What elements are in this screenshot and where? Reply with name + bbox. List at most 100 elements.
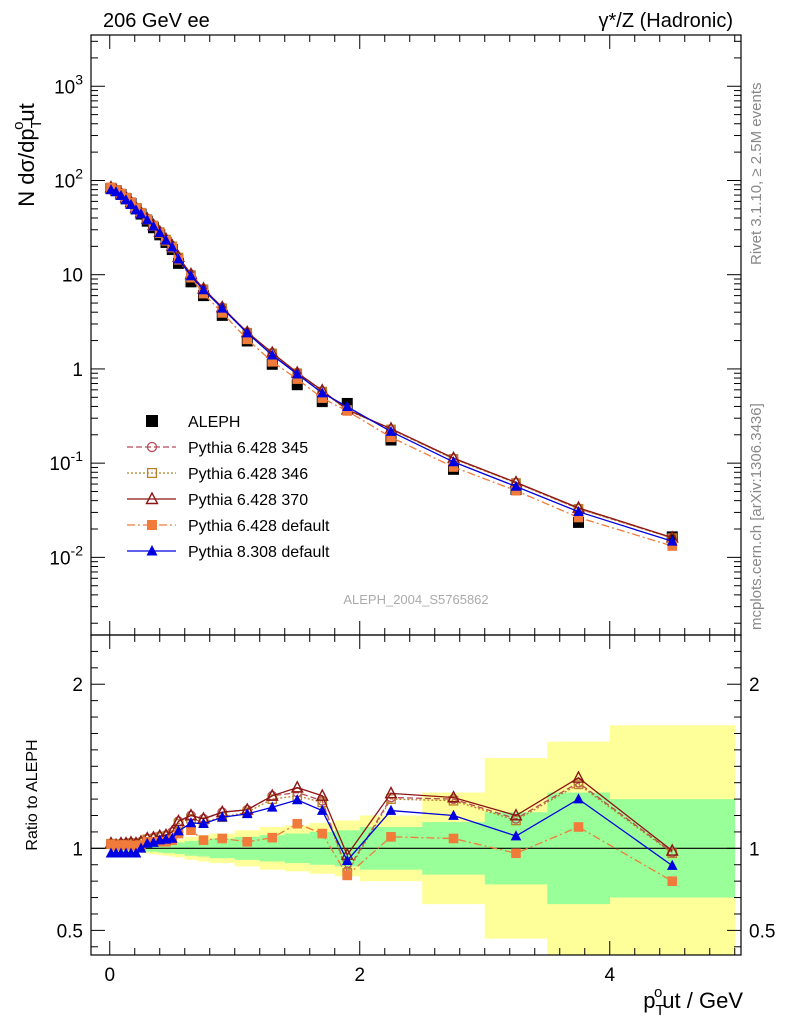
main-data-point bbox=[166, 241, 178, 252]
legend-label: Pythia 6.428 346 bbox=[188, 466, 308, 483]
main-y-axis-label: N dσ/dpTout bbox=[10, 103, 45, 207]
legend-marker bbox=[147, 520, 157, 530]
main-data-point bbox=[120, 194, 132, 205]
main-data-point bbox=[385, 425, 397, 436]
ratio-data-point bbox=[241, 808, 253, 819]
main-y-tick-label: 10-1 bbox=[49, 448, 83, 475]
svg-text:pTout / GeV: pTout / GeV bbox=[643, 984, 743, 1019]
side-text-rivet: Rivet 3.1.10, ≥ 2.5M events bbox=[748, 83, 765, 266]
main-data-point bbox=[267, 357, 278, 367]
main-data-point bbox=[110, 186, 122, 197]
ratio-y-tick-label: 0.5 bbox=[57, 921, 83, 942]
ratio-series-pythia-8-308-default bbox=[105, 793, 678, 870]
main-data-point bbox=[386, 432, 396, 443]
main-data-point bbox=[510, 480, 522, 491]
header-left: 206 GeV ee bbox=[103, 10, 210, 32]
ratio-data-point bbox=[315, 788, 329, 801]
ratio-data-point bbox=[316, 804, 328, 815]
main-series-line bbox=[110, 189, 673, 542]
main-series-aleph bbox=[105, 183, 678, 543]
legend-label: Pythia 6.428 370 bbox=[188, 492, 308, 509]
main-series-pythia-6-428-370 bbox=[104, 180, 679, 543]
main-data-point bbox=[154, 227, 166, 238]
main-data-point bbox=[198, 284, 209, 295]
main-series-line bbox=[110, 186, 673, 539]
ratio-data-point bbox=[106, 839, 116, 850]
main-data-point bbox=[573, 516, 584, 528]
ratio-data-point bbox=[317, 828, 328, 839]
ratio-data-point bbox=[173, 825, 184, 836]
ratio-data-point bbox=[267, 832, 278, 843]
legend-marker bbox=[146, 415, 158, 427]
main-data-point bbox=[173, 253, 184, 264]
ratio-data-point bbox=[385, 804, 397, 815]
main-y-tick-label: 102 bbox=[54, 165, 83, 192]
ratio-data-point bbox=[185, 817, 197, 828]
ratio-data-point bbox=[198, 817, 209, 829]
main-data-point bbox=[241, 327, 253, 338]
main-series-line bbox=[110, 187, 673, 547]
main-series-pythia-6-428-345 bbox=[106, 182, 678, 543]
main-data-point bbox=[125, 198, 137, 210]
main-y-tick-label: 10-2 bbox=[49, 542, 83, 569]
ratio-data-point bbox=[111, 841, 121, 851]
main-data-point bbox=[667, 541, 678, 551]
ratio-data-point bbox=[166, 832, 178, 843]
legend-entry-pythia-6-428-345: Pythia 6.428 345 bbox=[127, 440, 308, 457]
legend-marker bbox=[146, 467, 158, 479]
main-data-point bbox=[115, 189, 127, 201]
main-data-point bbox=[148, 220, 159, 231]
ratio-data-point bbox=[341, 854, 353, 865]
main-y-tick-label: 10 bbox=[62, 266, 83, 287]
ratio-data-point bbox=[217, 833, 228, 844]
ratio-data-point bbox=[121, 840, 131, 850]
main-data-point bbox=[573, 505, 584, 517]
ratio-axes: 0.5 0.5 1 1 2 2 0 2 4 bbox=[57, 635, 775, 986]
main-axes: 10-2 10-1 1 10 102 103 bbox=[49, 35, 741, 635]
main-data-point bbox=[316, 387, 328, 398]
ratio-panel-frame bbox=[90, 634, 742, 956]
svg-text:N dσ/dpTout: N dσ/dpTout bbox=[10, 103, 45, 207]
main-series-pythia-8-308-default bbox=[105, 184, 678, 546]
main-data-point bbox=[135, 208, 147, 219]
main-series-pythia-6-428-346 bbox=[106, 182, 678, 543]
watermark: ALEPH_2004_S5765862 bbox=[343, 592, 488, 607]
main-data-point bbox=[448, 456, 459, 467]
main-y-tick-label: 103 bbox=[54, 71, 83, 98]
ratio-data-point bbox=[666, 859, 678, 870]
main-series-line bbox=[110, 186, 673, 539]
ratio-data-point bbox=[386, 832, 396, 842]
legend-entry-pythia-6-428-default: Pythia 6.428 default bbox=[127, 518, 330, 535]
x-axis-label: pTout / GeV bbox=[643, 984, 743, 1019]
main-data-point bbox=[266, 349, 278, 360]
ratio-data-point bbox=[242, 836, 253, 847]
ratio-data-point bbox=[126, 840, 136, 851]
main-data-point bbox=[160, 234, 172, 245]
ratio-data-point bbox=[290, 780, 304, 793]
ratio-data-point bbox=[292, 818, 303, 829]
main-data-point bbox=[185, 270, 197, 281]
legend-marker bbox=[146, 545, 158, 556]
main-series-layer bbox=[104, 180, 679, 551]
legend-label: Pythia 8.308 default bbox=[188, 544, 330, 561]
main-data-point bbox=[291, 368, 303, 379]
ratio-data-point bbox=[131, 841, 141, 851]
main-y-tick-label: 1 bbox=[72, 360, 83, 381]
legend-entry-aleph: ALEPH bbox=[146, 414, 240, 431]
ratio-data-point bbox=[447, 790, 460, 803]
ratio-y-tick-label-right: 2 bbox=[749, 675, 760, 696]
legend-label: ALEPH bbox=[188, 414, 240, 431]
main-series-line bbox=[110, 186, 673, 539]
main-data-point bbox=[448, 462, 459, 472]
main-data-point bbox=[216, 302, 228, 313]
legend-entry-pythia-8-308-default: Pythia 8.308 default bbox=[127, 544, 330, 561]
legend-marker bbox=[146, 441, 158, 453]
ratio-data-point bbox=[265, 788, 279, 801]
main-data-point bbox=[242, 334, 253, 345]
main-data-point bbox=[291, 379, 303, 391]
header-right: γ*/Z (Hadronic) bbox=[599, 10, 733, 32]
ratio-y-tick-label: 2 bbox=[72, 675, 83, 696]
ratio-y-tick-label-right: 1 bbox=[749, 839, 760, 860]
ratio-data-point bbox=[116, 840, 126, 850]
